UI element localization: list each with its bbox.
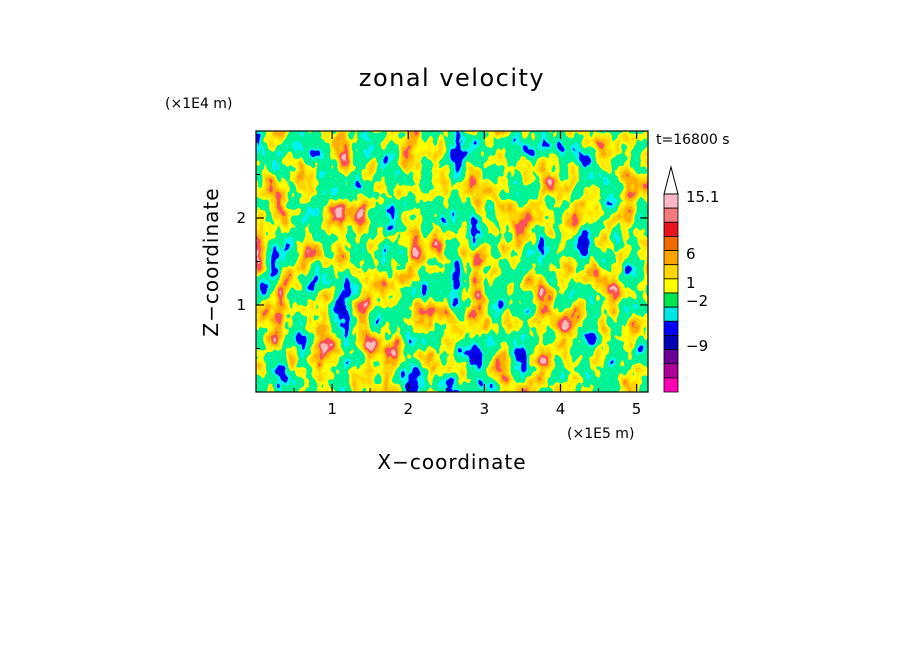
colorbar-swatch	[663, 377, 679, 393]
colorbar-label: 6	[686, 245, 696, 263]
colorbar-swatch	[663, 207, 679, 223]
colorbar-swatch	[663, 193, 679, 209]
colorbar-label: −2	[686, 292, 708, 310]
colorbar-swatch	[663, 349, 679, 365]
y-axis-label: Z−coordinate	[199, 187, 223, 336]
colorbar-swatch	[663, 363, 679, 379]
chart-title: zonal velocity	[359, 64, 545, 92]
x-tick-label: 4	[556, 400, 566, 418]
x-ticks: 1 2 3 4 5	[293, 131, 642, 418]
colorbar	[663, 165, 679, 393]
colorbar-label: 1	[686, 274, 696, 292]
colorbar-swatch	[663, 335, 679, 350]
colorbar-swatch	[663, 306, 679, 322]
colorbar-swatch	[663, 236, 679, 251]
x-tick-label: 1	[327, 400, 337, 418]
colorbar-swatch	[663, 292, 679, 308]
time-label: t=16800 s	[656, 132, 730, 148]
colorbar-label: −9	[686, 337, 708, 355]
colorbar-swatch	[663, 278, 679, 294]
y-tick-label: 1	[236, 296, 246, 314]
y-unit-label: (×1E4 m)	[165, 96, 232, 112]
y-ticks: 12	[236, 174, 648, 349]
y-tick-label: 2	[236, 209, 246, 227]
colorbar-label: 15.1	[686, 188, 719, 206]
x-unit-label: (×1E5 m)	[567, 426, 634, 442]
colorbar-extend-arrow	[663, 165, 679, 195]
velocity-field	[256, 131, 648, 392]
colorbar-swatch	[663, 221, 679, 237]
x-tick-label: 3	[480, 400, 490, 418]
colorbar-swatch	[663, 264, 679, 280]
x-tick-label: 2	[403, 400, 413, 418]
x-axis-label: X−coordinate	[377, 450, 526, 474]
x-tick-label: 5	[632, 400, 642, 418]
colorbar-swatch	[663, 320, 679, 336]
colorbar-swatch	[663, 250, 679, 266]
